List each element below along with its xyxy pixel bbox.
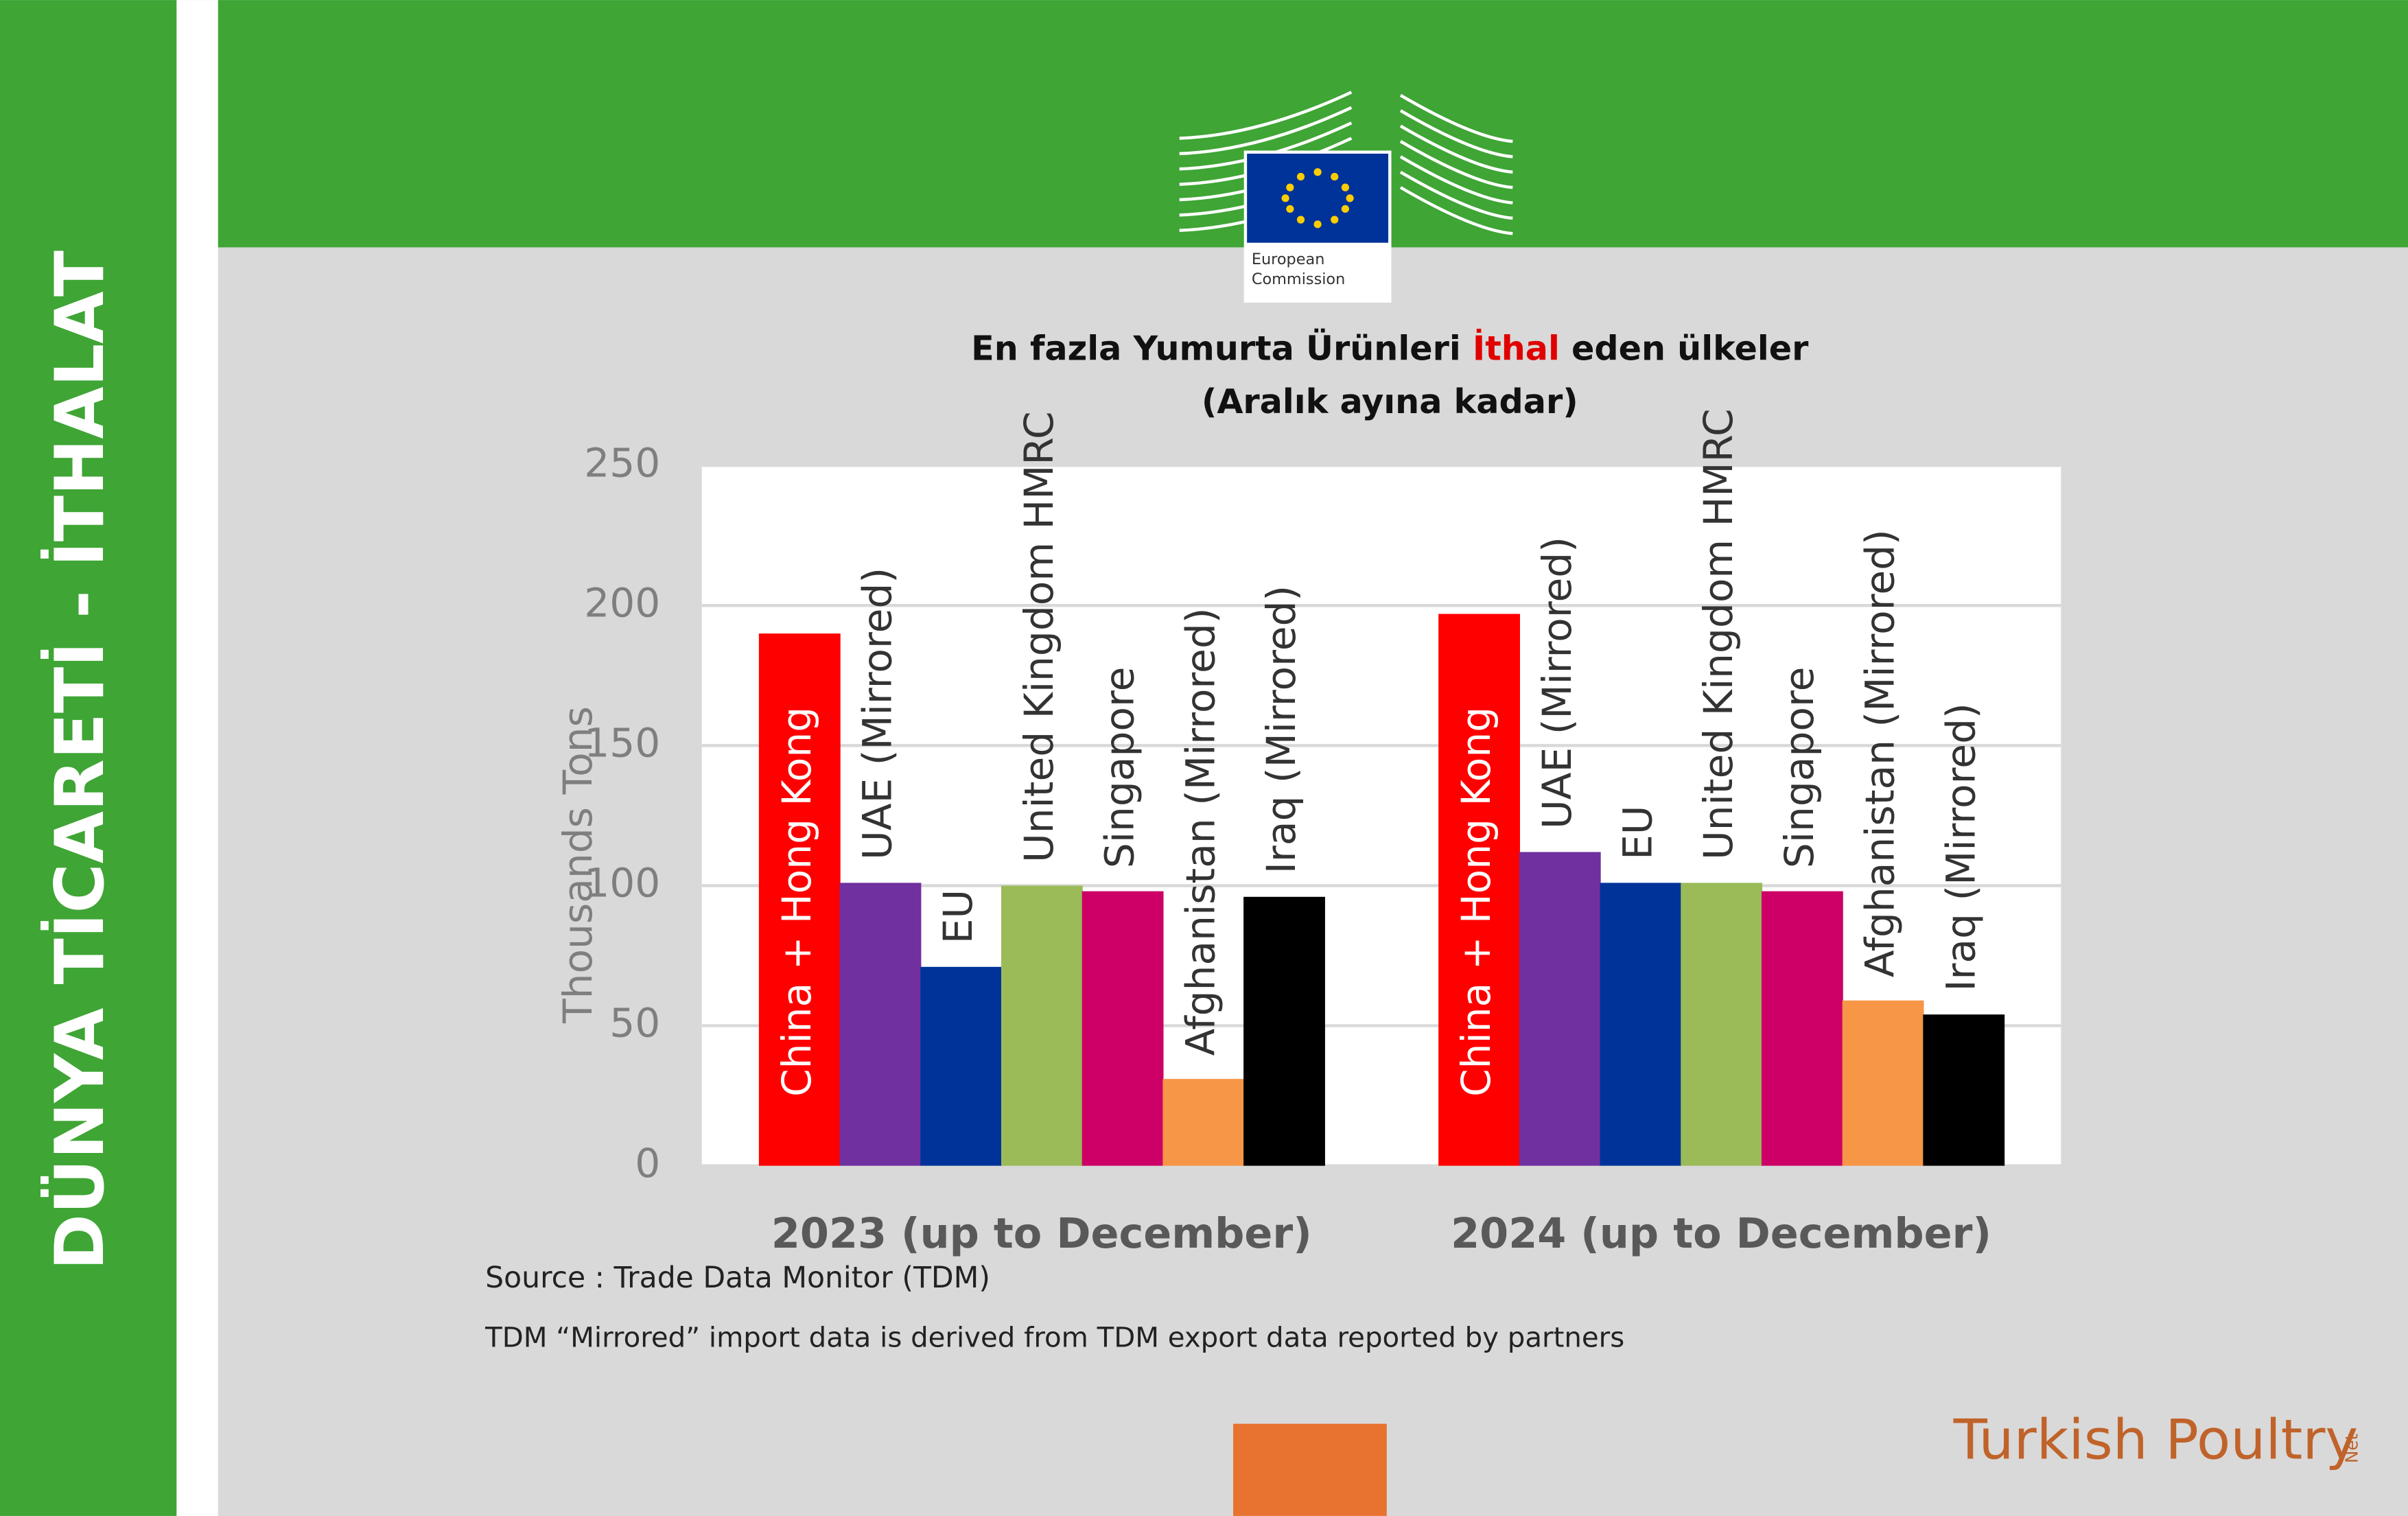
bar-series-label: Afghanistan (Mirrored) — [1177, 608, 1224, 1056]
bar-series-label: Singapore — [1776, 667, 1823, 868]
bar — [1519, 852, 1601, 1166]
y-tick-label: 150 — [584, 719, 660, 766]
y-tick-label: 200 — [584, 579, 660, 626]
bar-series-label: United Kingdom HMRC — [1016, 411, 1062, 862]
bar-series-label: China + Hong Kong — [1453, 707, 1499, 1097]
x-tick-label: 2023 (up to December) — [771, 1210, 1312, 1258]
y-tick-label: 0 — [635, 1140, 660, 1187]
title-part: eden ülkeler — [1571, 328, 1809, 368]
bar — [839, 883, 922, 1166]
y-tick-label: 100 — [584, 860, 660, 907]
brand-suffix: Net — [2341, 1433, 2361, 1463]
sidebar-title: DÜNYA TİCARETİ - İTHALAT — [40, 250, 119, 1270]
chart-subtitle: (Aralık ayına kadar) — [1202, 382, 1578, 421]
y-tick-label: 250 — [584, 439, 660, 486]
bar-series-label: Singapore — [1097, 667, 1143, 868]
bar-series-label: EU — [935, 889, 981, 944]
bar-series-label: UAE (Mirrored) — [1534, 537, 1580, 829]
sidebar-stripe — [176, 0, 218, 1516]
y-axis-label: Thousands Tons — [554, 706, 601, 1024]
bar — [1842, 1000, 1924, 1166]
plot: 0 50 100 150 200 250 China + Hong Kong UAE (Mir… — [584, 408, 2061, 1258]
logo-text: European — [1252, 250, 1325, 268]
logo-text: Commission — [1252, 270, 1345, 288]
bar-series-label: Afghanistan (Mirrored) — [1857, 529, 1904, 977]
sidebar — [0, 0, 177, 1516]
bar — [1243, 896, 1325, 1166]
title-part: En fazla Yumurta Ürünleri — [971, 327, 1461, 368]
bar — [758, 633, 841, 1166]
bar — [1082, 891, 1164, 1166]
ec-logo: European Commission — [1179, 91, 1513, 303]
bar — [920, 966, 1003, 1166]
bar — [1923, 1014, 2005, 1166]
bar-series-label: EU — [1615, 805, 1661, 859]
note: TDM “Mirrored” import data is derived fr… — [484, 1322, 1624, 1354]
bar — [1438, 614, 1520, 1166]
bar — [1761, 891, 1843, 1166]
y-tick-label: 50 — [609, 1000, 660, 1047]
bar — [1681, 883, 1763, 1166]
x-tick-label: 2024 (up to December) — [1451, 1210, 1991, 1258]
bar-series-label: Iraq (Mirrored) — [1258, 585, 1305, 874]
bar — [1001, 885, 1083, 1166]
title-highlight: İthal — [1473, 328, 1560, 368]
bar-series-label: Iraq (Mirrored) — [1937, 703, 1984, 991]
bar — [1162, 1079, 1245, 1166]
footer-block — [1233, 1423, 1387, 1516]
source: Source : Trade Data Monitor (TDM) — [485, 1261, 990, 1295]
brand-logo: Turkish Poultry — [1953, 1408, 2359, 1472]
chart-title: En fazla Yumurta Ürünleri İthal eden ülk… — [971, 327, 1809, 368]
bar — [1600, 883, 1682, 1166]
bar-series-label: UAE (Mirrored) — [854, 568, 901, 860]
bar-series-label: United Kingdom HMRC — [1695, 408, 1742, 859]
bar-series-label: China + Hong Kong — [773, 707, 820, 1097]
